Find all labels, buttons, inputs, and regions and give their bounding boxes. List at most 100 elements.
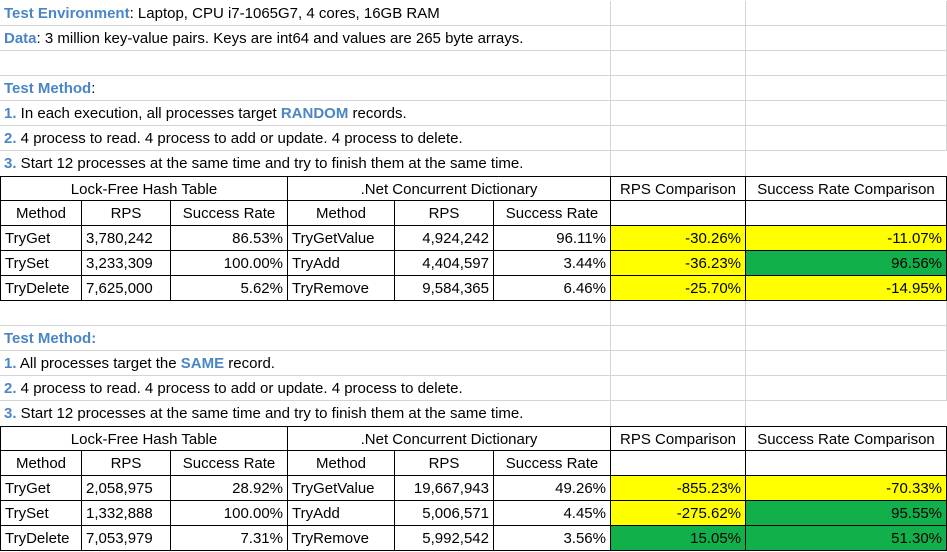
empty-cell[interactable] xyxy=(611,1,746,26)
success-rate-cell[interactable]: 100.00% xyxy=(171,251,288,276)
rps-comparison-cell[interactable]: -855.23% xyxy=(611,476,746,501)
empty-cell[interactable] xyxy=(611,401,746,426)
empty-cell[interactable] xyxy=(611,126,746,151)
empty-cell[interactable] xyxy=(746,151,947,176)
col-header-rps[interactable]: RPS xyxy=(82,451,171,476)
empty-cell[interactable] xyxy=(611,151,746,176)
method-cell[interactable]: TryGet xyxy=(0,476,82,501)
empty-cell[interactable] xyxy=(611,451,746,476)
rps-comparison-cell[interactable]: -30.26% xyxy=(611,226,746,251)
section2-title-cell[interactable]: Test Method: xyxy=(0,326,611,351)
rps-cell[interactable]: 9,584,365 xyxy=(395,276,494,301)
rps-cell[interactable]: 5,992,542 xyxy=(395,526,494,551)
table1-group-sr[interactable]: Success Rate Comparison xyxy=(746,176,947,201)
success-rate-comparison-cell[interactable]: 96.56% xyxy=(746,251,947,276)
success-rate-comparison-cell[interactable]: -14.95% xyxy=(746,276,947,301)
section1-line-1[interactable]: 1. In each execution, all processes targ… xyxy=(0,101,611,126)
rps-cell[interactable]: 7,053,979 xyxy=(82,526,171,551)
method-cell[interactable]: TryGetValue xyxy=(288,476,395,501)
method-cell[interactable]: TryAdd xyxy=(288,501,395,526)
rps-cell[interactable]: 3,233,309 xyxy=(82,251,171,276)
method-cell[interactable]: TryRemove xyxy=(288,276,395,301)
table2-group-lockfree[interactable]: Lock-Free Hash Table xyxy=(0,426,288,451)
success-rate-cell[interactable]: 3.56% xyxy=(494,526,611,551)
empty-cell[interactable] xyxy=(611,301,746,326)
success-rate-cell[interactable]: 5.62% xyxy=(171,276,288,301)
empty-cell[interactable] xyxy=(0,51,611,76)
empty-cell[interactable] xyxy=(611,326,746,351)
section1-title-cell[interactable]: Test Method: xyxy=(0,76,611,101)
section1-line-3[interactable]: 3. Start 12 processes at the same time a… xyxy=(0,151,611,176)
empty-cell[interactable] xyxy=(746,51,947,76)
method-cell[interactable]: TryAdd xyxy=(288,251,395,276)
rps-cell[interactable]: 19,667,943 xyxy=(395,476,494,501)
col-header-success-rate[interactable]: Success Rate xyxy=(494,451,611,476)
success-rate-cell[interactable]: 96.11% xyxy=(494,226,611,251)
success-rate-cell[interactable]: 6.46% xyxy=(494,276,611,301)
method-cell[interactable]: TrySet xyxy=(0,251,82,276)
table2-group-net[interactable]: .Net Concurrent Dictionary xyxy=(288,426,611,451)
success-rate-cell[interactable]: 7.31% xyxy=(171,526,288,551)
success-rate-cell[interactable]: 28.92% xyxy=(171,476,288,501)
success-rate-cell[interactable]: 4.45% xyxy=(494,501,611,526)
empty-cell[interactable] xyxy=(746,351,947,376)
empty-cell[interactable] xyxy=(611,376,746,401)
empty-cell[interactable] xyxy=(746,301,947,326)
empty-cell[interactable] xyxy=(746,401,947,426)
col-header-method[interactable]: Method xyxy=(0,451,82,476)
col-header-method[interactable]: Method xyxy=(0,201,82,226)
col-header-method[interactable]: Method xyxy=(288,201,395,226)
method-cell[interactable]: TryRemove xyxy=(288,526,395,551)
success-rate-comparison-cell[interactable]: 95.55% xyxy=(746,501,947,526)
section2-line-1[interactable]: 1. All processes target the SAME record. xyxy=(0,351,611,376)
col-header-success-rate[interactable]: Success Rate xyxy=(494,201,611,226)
rps-cell[interactable]: 7,625,000 xyxy=(82,276,171,301)
table1-group-net[interactable]: .Net Concurrent Dictionary xyxy=(288,176,611,201)
empty-cell[interactable] xyxy=(611,51,746,76)
rps-comparison-cell[interactable]: -36.23% xyxy=(611,251,746,276)
success-rate-cell[interactable]: 49.26% xyxy=(494,476,611,501)
empty-cell[interactable] xyxy=(746,451,947,476)
table2-group-rps[interactable]: RPS Comparison xyxy=(611,426,746,451)
empty-cell[interactable] xyxy=(746,26,947,51)
empty-cell[interactable] xyxy=(611,76,746,101)
success-rate-cell[interactable]: 100.00% xyxy=(171,501,288,526)
rps-comparison-cell[interactable]: 15.05% xyxy=(611,526,746,551)
method-cell[interactable]: TryDelete xyxy=(0,276,82,301)
rps-cell[interactable]: 2,058,975 xyxy=(82,476,171,501)
success-rate-cell[interactable]: 86.53% xyxy=(171,226,288,251)
empty-cell[interactable] xyxy=(611,201,746,226)
col-header-rps[interactable]: RPS xyxy=(82,201,171,226)
empty-cell[interactable] xyxy=(611,351,746,376)
empty-cell[interactable] xyxy=(746,326,947,351)
empty-cell[interactable] xyxy=(611,101,746,126)
table1-group-rps[interactable]: RPS Comparison xyxy=(611,176,746,201)
rps-cell[interactable]: 1,332,888 xyxy=(82,501,171,526)
empty-cell[interactable] xyxy=(746,1,947,26)
success-rate-cell[interactable]: 3.44% xyxy=(494,251,611,276)
col-header-rps[interactable]: RPS xyxy=(395,201,494,226)
rps-cell[interactable]: 4,404,597 xyxy=(395,251,494,276)
method-cell[interactable]: TryGetValue xyxy=(288,226,395,251)
env-cell[interactable]: Test Environment: Laptop, CPU i7-1065G7,… xyxy=(0,1,611,26)
empty-cell[interactable] xyxy=(746,126,947,151)
success-rate-comparison-cell[interactable]: -11.07% xyxy=(746,226,947,251)
rps-comparison-cell[interactable]: -25.70% xyxy=(611,276,746,301)
col-header-rps[interactable]: RPS xyxy=(395,451,494,476)
rps-cell[interactable]: 5,006,571 xyxy=(395,501,494,526)
empty-cell[interactable] xyxy=(746,376,947,401)
success-rate-comparison-cell[interactable]: -70.33% xyxy=(746,476,947,501)
section1-line-2[interactable]: 2. 4 process to read. 4 process to add o… xyxy=(0,126,611,151)
section2-line-3[interactable]: 3. Start 12 processes at the same time a… xyxy=(0,401,611,426)
section2-line-2[interactable]: 2. 4 process to read. 4 process to add o… xyxy=(0,376,611,401)
col-header-success-rate[interactable]: Success Rate xyxy=(171,201,288,226)
table1-group-lockfree[interactable]: Lock-Free Hash Table xyxy=(0,176,288,201)
empty-cell[interactable] xyxy=(746,76,947,101)
rps-comparison-cell[interactable]: -275.62% xyxy=(611,501,746,526)
method-cell[interactable]: TrySet xyxy=(0,501,82,526)
col-header-success-rate[interactable]: Success Rate xyxy=(171,451,288,476)
col-header-method[interactable]: Method xyxy=(288,451,395,476)
empty-cell[interactable] xyxy=(746,201,947,226)
table2-group-sr[interactable]: Success Rate Comparison xyxy=(746,426,947,451)
success-rate-comparison-cell[interactable]: 51.30% xyxy=(746,526,947,551)
